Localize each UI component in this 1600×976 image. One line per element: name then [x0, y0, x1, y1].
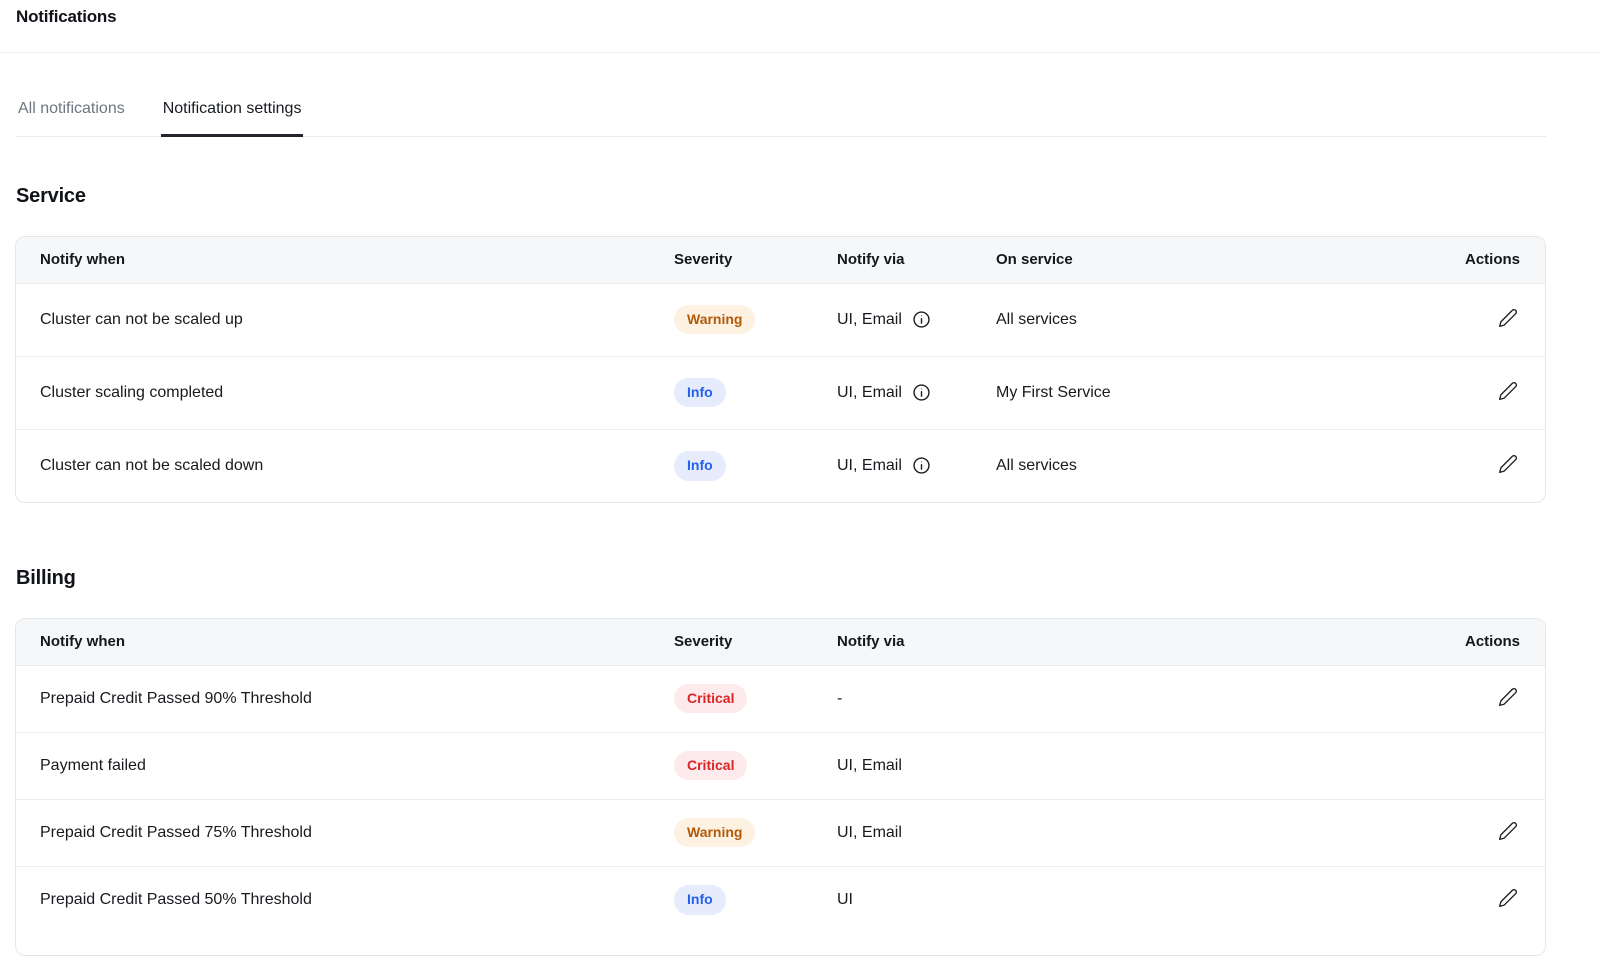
- notify-when-cell: Cluster can not be scaled down: [40, 456, 264, 474]
- info-icon[interactable]: [912, 456, 931, 475]
- notify-when-cell: Prepaid Credit Passed 50% Threshold: [40, 890, 312, 908]
- col-header-severity: Severity: [674, 237, 837, 283]
- col-header-notify-via: Notify via: [837, 237, 996, 283]
- notify-via-text: UI: [837, 890, 853, 908]
- pencil-icon: [1499, 822, 1518, 840]
- notify-via-text: UI, Email: [837, 383, 902, 401]
- table-row: Payment failed Critical UI, Email: [16, 732, 1545, 799]
- info-icon[interactable]: [912, 310, 931, 329]
- service-header-row: Notify when Severity Notify via On servi…: [16, 237, 1545, 283]
- edit-button[interactable]: [1496, 886, 1520, 910]
- service-table-card: Notify when Severity Notify via On servi…: [15, 236, 1546, 503]
- pencil-icon: [1499, 688, 1518, 706]
- tab-all-notifications[interactable]: All notifications: [18, 100, 125, 117]
- page-header: Notifications: [0, 0, 1600, 53]
- notify-via-text: -: [837, 689, 843, 707]
- table-row: Prepaid Credit Passed 90% Threshold Crit…: [16, 665, 1545, 732]
- info-icon[interactable]: [912, 383, 931, 402]
- notifications-tabbar: All notifications Notification settings: [16, 99, 1546, 137]
- severity-badge: Info: [674, 377, 726, 408]
- edit-button[interactable]: [1496, 306, 1520, 330]
- table-row: Cluster can not be scaled up Warning UI,…: [16, 283, 1545, 356]
- notify-when-cell: Payment failed: [40, 756, 146, 774]
- on-service-cell: My First Service: [996, 383, 1111, 401]
- notify-via-text: UI, Email: [837, 456, 902, 474]
- severity-badge: Critical: [674, 750, 748, 781]
- notify-when-cell: Prepaid Credit Passed 75% Threshold: [40, 823, 312, 841]
- edit-button[interactable]: [1496, 685, 1520, 709]
- col-header-actions: Actions: [1379, 237, 1545, 283]
- actions-cell-empty: [1379, 732, 1545, 799]
- severity-badge: Critical: [674, 683, 748, 714]
- on-service-cell: All services: [996, 310, 1077, 328]
- billing-table-card: Notify when Severity Notify via Actions …: [15, 618, 1546, 956]
- pencil-icon: [1499, 382, 1518, 400]
- edit-button[interactable]: [1496, 452, 1520, 476]
- table-row: Cluster scaling completed Info UI, Email…: [16, 356, 1545, 429]
- col-header-severity: Severity: [674, 619, 837, 665]
- notify-via-text: UI, Email: [837, 823, 902, 841]
- page-title: Notifications: [16, 7, 117, 26]
- notify-via-text: UI, Email: [837, 310, 902, 328]
- billing-table: Notify when Severity Notify via Actions …: [16, 619, 1545, 933]
- pencil-icon: [1499, 309, 1518, 327]
- table-row: Cluster can not be scaled down Info UI, …: [16, 429, 1545, 502]
- severity-badge: Info: [674, 885, 726, 915]
- edit-button[interactable]: [1496, 819, 1520, 843]
- table-row: Prepaid Credit Passed 75% Threshold Warn…: [16, 799, 1545, 866]
- main-content: Service Notify when Severity Notify via …: [0, 185, 1600, 956]
- col-header-actions: Actions: [1379, 619, 1545, 665]
- col-header-notify-via: Notify via: [837, 619, 1379, 665]
- col-header-on-service: On service: [996, 237, 1379, 283]
- on-service-cell: All services: [996, 456, 1077, 474]
- notify-when-cell: Cluster can not be scaled up: [40, 310, 243, 328]
- col-header-notify-when: Notify when: [16, 237, 674, 283]
- edit-button[interactable]: [1496, 379, 1520, 403]
- severity-badge: Warning: [674, 817, 756, 848]
- col-header-notify-when: Notify when: [16, 619, 674, 665]
- notify-when-cell: Prepaid Credit Passed 90% Threshold: [40, 689, 312, 707]
- section-title-service: Service: [16, 185, 86, 207]
- pencil-icon: [1499, 455, 1518, 474]
- severity-badge: Warning: [674, 304, 756, 335]
- service-table: Notify when Severity Notify via On servi…: [16, 237, 1545, 502]
- tab-notification-settings[interactable]: Notification settings: [160, 99, 304, 137]
- table-row: Prepaid Credit Passed 50% Threshold Info…: [16, 866, 1545, 933]
- section-title-billing: Billing: [16, 567, 76, 589]
- notify-when-cell: Cluster scaling completed: [40, 383, 224, 401]
- pencil-icon: [1499, 889, 1518, 908]
- billing-header-row: Notify when Severity Notify via Actions: [16, 619, 1545, 665]
- severity-badge: Info: [674, 451, 726, 481]
- notify-via-text: UI, Email: [837, 756, 902, 774]
